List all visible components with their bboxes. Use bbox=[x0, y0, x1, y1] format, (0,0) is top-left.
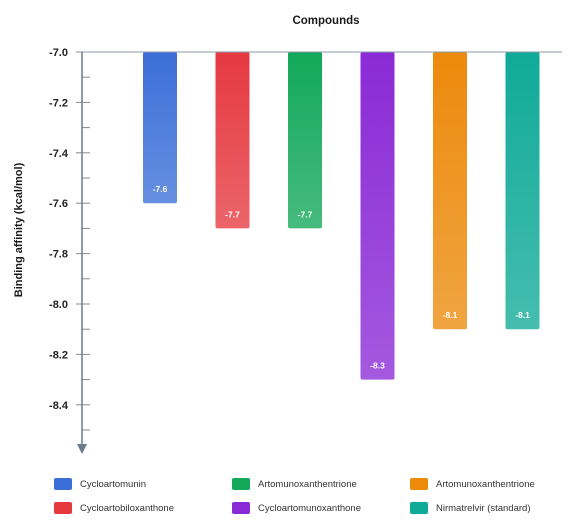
y-tick-label: -7.0 bbox=[49, 47, 68, 59]
legend-item: Artomunoxanthentrione bbox=[232, 478, 410, 490]
bar-value-label-6: -8.1 bbox=[515, 310, 530, 320]
legend-item: Cycloartomunin bbox=[54, 478, 232, 490]
bar-value-label-1: -7.6 bbox=[153, 184, 168, 194]
y-tick-label: -7.8 bbox=[49, 249, 68, 261]
y-axis-arrow-icon bbox=[77, 444, 87, 454]
bar-1 bbox=[143, 52, 177, 204]
bar-value-label-3: -7.7 bbox=[298, 209, 313, 219]
bar-2 bbox=[215, 52, 250, 229]
axes bbox=[77, 51, 562, 454]
legend-item: Cycloartobiloxanthone bbox=[54, 502, 232, 514]
legend-label: Nirmatrelvir (standard) bbox=[436, 502, 531, 514]
legend-item: Cycloartomunoxanthone bbox=[232, 502, 410, 514]
y-tick-label: -8.0 bbox=[49, 299, 68, 311]
bar-6 bbox=[505, 52, 540, 330]
bar-5 bbox=[433, 52, 467, 330]
legend-item: Artomunoxanthentrione bbox=[410, 478, 568, 490]
y-axis-label: Binding affinity (kcal/mol) bbox=[13, 162, 25, 297]
bar-value-label-2: -7.7 bbox=[225, 209, 240, 219]
legend-label: Cycloartomunoxanthone bbox=[258, 502, 361, 514]
legend-label: Artomunoxanthentrione bbox=[258, 478, 357, 490]
bar-3 bbox=[288, 52, 322, 229]
legend-label: Cycloartobiloxanthone bbox=[80, 502, 175, 514]
chart-title: Compounds bbox=[292, 15, 359, 27]
y-tick-label: -8.2 bbox=[49, 349, 68, 361]
y-tick-label: -7.2 bbox=[49, 97, 68, 109]
legend-swatch bbox=[232, 502, 250, 514]
y-tick-label: -7.6 bbox=[49, 198, 68, 210]
legend-swatch bbox=[54, 478, 72, 490]
legend-swatch bbox=[54, 502, 72, 514]
bar-value-label-5: -8.1 bbox=[443, 310, 458, 320]
legend: Cycloartomunin Artomunoxanthentrione Artom… bbox=[54, 478, 564, 514]
y-axis-ticks: -7.0 -7.2 -7.4 -7.6 -7.8 -8.0 -8.2 -8.4 bbox=[49, 47, 90, 431]
legend-swatch bbox=[232, 478, 250, 490]
y-tick-label: -7.4 bbox=[49, 148, 69, 160]
bar-4 bbox=[360, 52, 395, 380]
y-tick-label: -8.4 bbox=[49, 400, 69, 412]
legend-swatch bbox=[410, 502, 428, 514]
bars: -7.6 -7.7 -7.7 -8.3 -8.1 -8.1 bbox=[143, 52, 540, 380]
bar-value-label-4: -8.3 bbox=[370, 361, 385, 371]
legend-label: Cycloartomunin bbox=[80, 478, 146, 490]
chart: Compounds Binding affinity (kcal/mol) -7… bbox=[13, 15, 562, 454]
legend-label: Artomunoxanthentrione bbox=[436, 478, 535, 490]
legend-item: Nirmatrelvir (standard) bbox=[410, 502, 568, 514]
legend-swatch bbox=[410, 478, 428, 490]
